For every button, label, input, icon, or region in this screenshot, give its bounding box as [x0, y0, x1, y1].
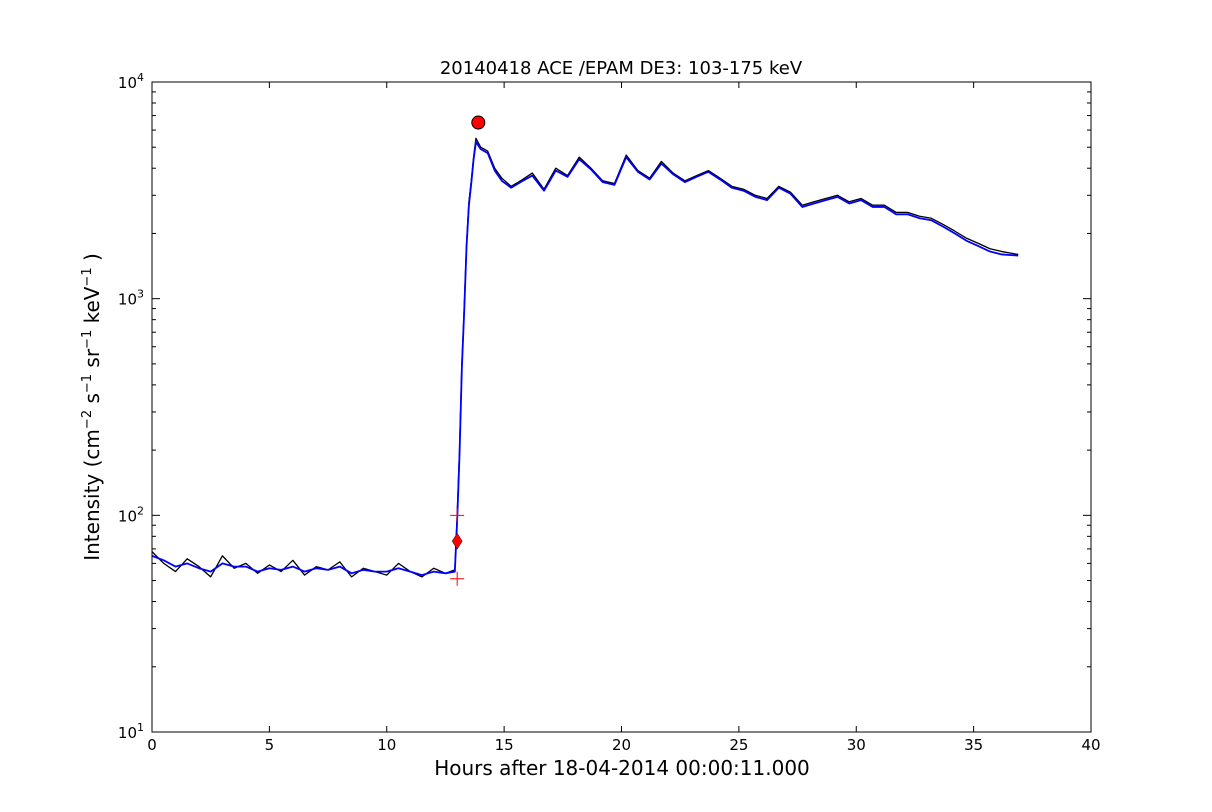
y-tick-label-base: 10: [118, 724, 137, 742]
y-axis-label-unit: s: [80, 393, 104, 410]
y-axis-label-suffix: ): [80, 253, 104, 267]
y-tick-label: 102: [118, 504, 144, 525]
x-tick-label: 10: [377, 736, 396, 754]
chart-title: 20140418 ACE /EPAM DE3: 103-175 keV: [440, 58, 803, 79]
threshold-marker: [450, 571, 465, 586]
y-tick-label-exp: 2: [137, 504, 144, 517]
x-tick-label: 5: [265, 736, 275, 754]
y-axis-label: Intensity (cm−2 s−1 sr−1 keV−1 ): [80, 253, 104, 561]
x-axis-label: Hours after 18-04-2014 00:00:11.000: [434, 756, 810, 780]
x-tick-label: 20: [612, 736, 631, 754]
y-tick-label-exp: 1: [137, 721, 144, 734]
marker-layer: [450, 115, 486, 586]
peak-marker: [471, 115, 486, 130]
x-tick-label: 15: [495, 736, 514, 754]
x-tick-label: 25: [729, 736, 748, 754]
y-tick-label-base: 10: [118, 291, 137, 309]
y-tick-label-base: 10: [118, 74, 137, 92]
x-tick-label: 30: [847, 736, 866, 754]
y-tick-label-base: 10: [118, 507, 137, 525]
y-tick-label: 103: [118, 288, 144, 309]
plot-background: [152, 82, 1091, 732]
y-axis-label-unit: keV: [80, 286, 104, 330]
plot-area: [151, 81, 1092, 733]
y-axis-label-exp: −1: [80, 374, 95, 393]
x-axis: 0 5 10 15 20 25 30 35 40: [147, 82, 1101, 754]
series-layer: [151, 137, 1019, 578]
series-line-smoothed: [151, 140, 1019, 576]
y-tick-label: 101: [118, 721, 144, 742]
y-axis-label-exp: −1: [80, 330, 95, 349]
x-tick-label: 35: [964, 736, 983, 754]
x-tick-label: 40: [1081, 736, 1100, 754]
threshold-marker: [450, 508, 465, 523]
y-axis-label-prefix: Intensity (cm: [80, 429, 104, 561]
y-axis-label-unit: sr: [80, 348, 104, 374]
x-tick-label: 0: [147, 736, 157, 754]
y-tick-label-exp: 3: [137, 288, 144, 301]
y-axis-label-exp: −1: [80, 267, 95, 286]
y-tick-label-exp: 4: [137, 71, 144, 84]
y-axis-label-exp: −2: [80, 410, 95, 429]
onset-marker: [451, 532, 463, 550]
y-tick-label: 104: [118, 71, 144, 92]
